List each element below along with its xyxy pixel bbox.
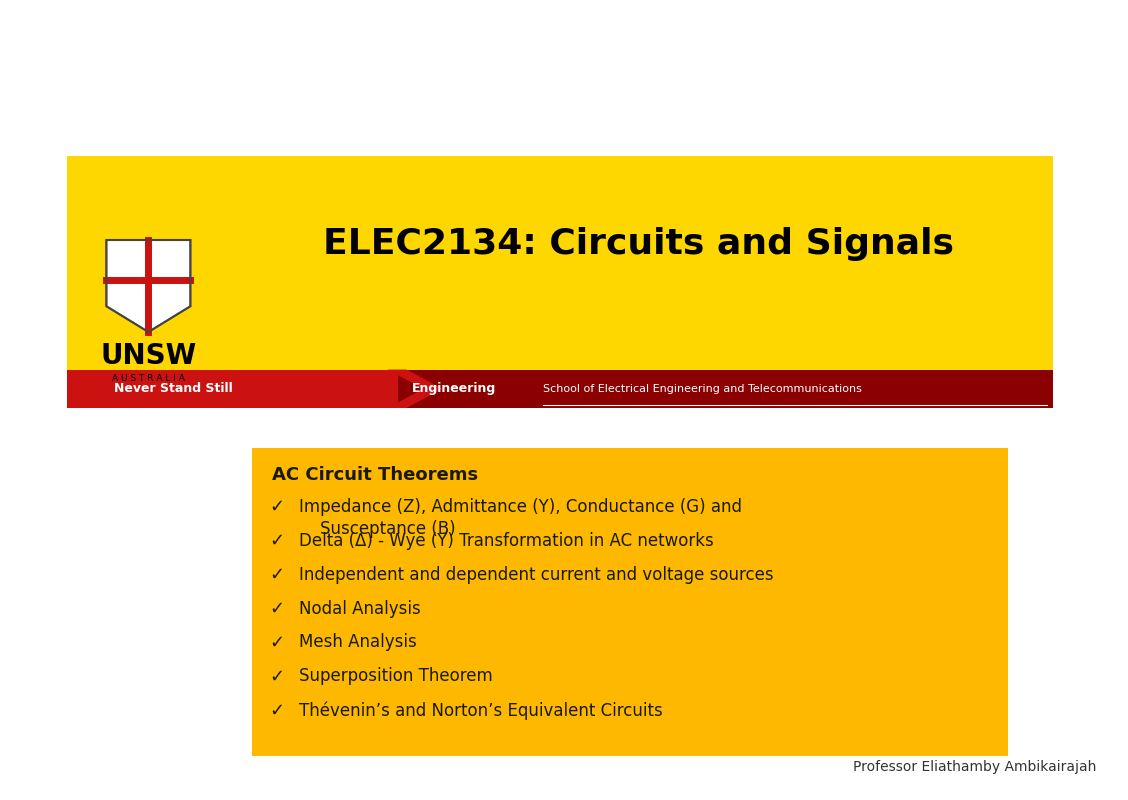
Text: School of Electrical Engineering and Telecommunications: School of Electrical Engineering and Tel… xyxy=(544,384,862,394)
Text: ELEC2134: Circuits and Signals: ELEC2134: Circuits and Signals xyxy=(323,227,954,261)
Text: Engineering: Engineering xyxy=(412,382,495,395)
Text: Mesh Analysis: Mesh Analysis xyxy=(299,634,416,651)
Polygon shape xyxy=(106,240,191,332)
Text: ✓: ✓ xyxy=(270,667,284,686)
Text: ✓: ✓ xyxy=(270,566,284,583)
Text: Independent and dependent current and voltage sources: Independent and dependent current and vo… xyxy=(299,566,774,583)
Text: UNSW: UNSW xyxy=(100,342,196,370)
Text: Thévenin’s and Norton’s Equivalent Circuits: Thévenin’s and Norton’s Equivalent Circu… xyxy=(299,702,663,720)
Text: Superposition Theorem: Superposition Theorem xyxy=(299,667,493,686)
Text: ✓: ✓ xyxy=(270,531,284,550)
Text: A U S T R A L I A: A U S T R A L I A xyxy=(112,374,185,382)
Text: ✓: ✓ xyxy=(270,498,284,516)
Polygon shape xyxy=(388,370,442,408)
Text: Never Stand Still: Never Stand Still xyxy=(114,382,233,395)
FancyBboxPatch shape xyxy=(68,370,397,408)
Text: ✓: ✓ xyxy=(270,702,284,719)
Text: AC Circuit Theorems: AC Circuit Theorems xyxy=(272,466,478,483)
Text: Delta (Δ) - Wye (Y) Transformation in AC networks: Delta (Δ) - Wye (Y) Transformation in AC… xyxy=(299,531,714,550)
Text: Impedance (Z), Admittance (Y), Conductance (G) and
    Susceptance (B): Impedance (Z), Admittance (Y), Conductan… xyxy=(299,498,742,538)
Text: ✓: ✓ xyxy=(270,634,284,651)
Text: Professor Eliathamby Ambikairajah: Professor Eliathamby Ambikairajah xyxy=(853,760,1096,774)
FancyBboxPatch shape xyxy=(252,448,1008,756)
FancyBboxPatch shape xyxy=(68,156,1052,372)
FancyBboxPatch shape xyxy=(397,370,1052,408)
Text: Nodal Analysis: Nodal Analysis xyxy=(299,599,421,618)
Text: ✓: ✓ xyxy=(270,599,284,618)
